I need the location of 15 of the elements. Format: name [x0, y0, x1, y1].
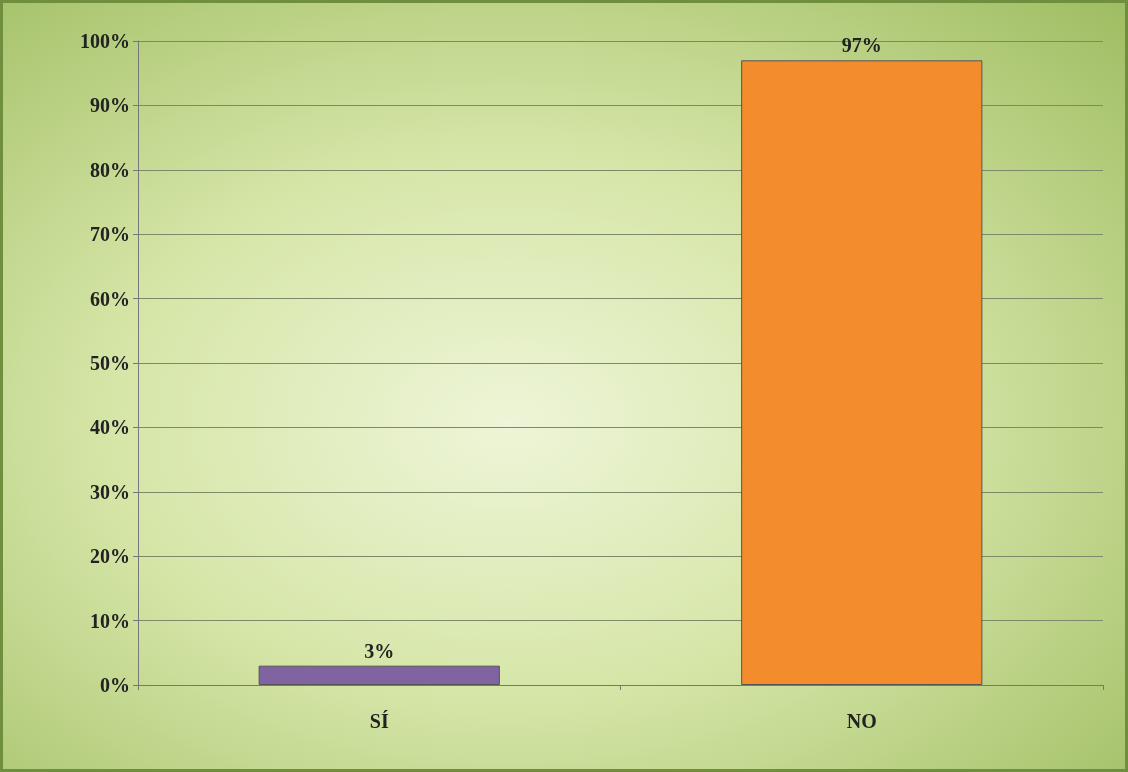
y-tick-label: 20% — [90, 545, 130, 568]
y-tick-label: 40% — [90, 416, 130, 439]
data-label: 97% — [841, 34, 882, 57]
y-tick-label: 80% — [90, 158, 130, 181]
y-tick-label: 0% — [100, 674, 130, 696]
y-tick-label: 60% — [90, 287, 130, 310]
x-tick-label: NO — [846, 710, 877, 732]
y-tick-label: 100% — [80, 30, 130, 52]
y-tick-label: 70% — [90, 223, 130, 246]
x-tick-label: SÍ — [369, 710, 389, 732]
y-tick-label: 50% — [90, 352, 130, 374]
y-tick-label: 10% — [90, 609, 130, 632]
data-label: 3% — [364, 639, 395, 662]
y-tick-label: 90% — [90, 94, 130, 117]
y-tick-label: 30% — [90, 480, 130, 503]
